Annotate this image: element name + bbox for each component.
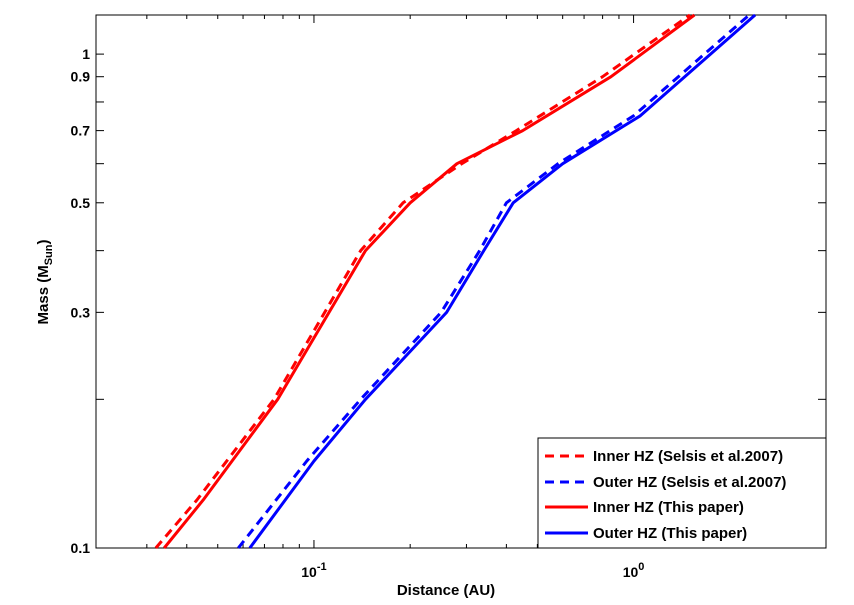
x-axis-label: Distance (AU) [397,582,495,599]
y-tick-label: 1 [82,46,90,62]
series-layer [154,13,757,549]
series-line-outer-hz-selsis-et-al-2007 [237,13,751,549]
series-line-inner-hz-selsis-et-al-2007 [154,13,691,549]
legend-entries: Inner HZ (Selsis et al.2007) Outer HZ (Se… [545,448,786,542]
x-tick-label-base: 10 [623,564,639,580]
legend: Inner HZ (Selsis et al.2007) Outer HZ (Se… [537,437,827,549]
y-tick-label: 0.3 [71,304,91,320]
y-tick-label: 0.1 [71,540,91,556]
x-tick-label-exponent: -1 [317,561,327,573]
x-tick-label-base: 10 [301,564,317,580]
legend-label: Inner HZ (This paper) [593,499,744,516]
x-tick-label-exponent: 0 [638,561,644,573]
y-axis-label-close: ) [35,240,52,245]
legend-label: Inner HZ (Selsis et al.2007) [593,448,783,465]
y-tick-label: 0.7 [71,123,91,139]
x-tick-labels: 10-1 100 [301,561,644,580]
x-tick-label: 10-1 [301,561,326,580]
y-tick-labels: 0.1 0.3 0.5 0.7 0.9 1 [71,46,91,556]
series-line-outer-hz-this-paper [248,13,757,549]
y-axis-label-sub: Sun [43,244,55,265]
y-axis-label: Mass (MSun) [35,240,55,325]
legend-label: Outer HZ (Selsis et al.2007) [593,474,786,491]
y-axis-label-main: Mass (M [35,265,52,324]
legend-label: Outer HZ (This paper) [593,525,747,542]
series-line-inner-hz-this-paper [163,13,696,549]
x-tick-label: 100 [623,561,645,580]
y-tick-label: 0.9 [71,69,91,85]
legend-box [537,437,827,549]
y-tick-label: 0.5 [71,195,91,211]
